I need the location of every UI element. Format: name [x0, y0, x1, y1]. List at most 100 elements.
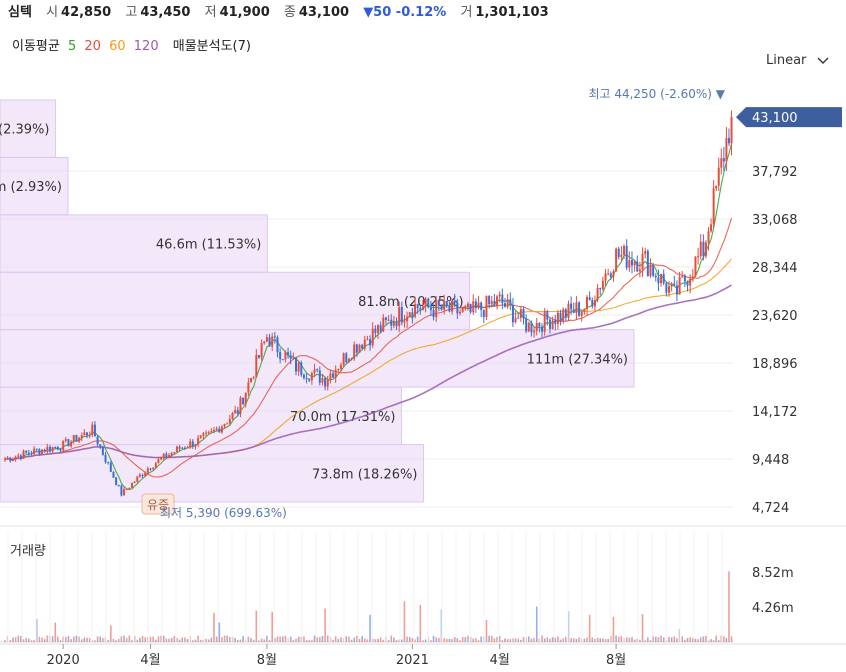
indicator-legend[interactable]: 이동평균 5 20 60 120 매물분석도(7)	[12, 35, 255, 54]
volume-bar	[324, 608, 326, 642]
candle-body	[255, 355, 258, 378]
candle-body	[345, 353, 348, 363]
volume-bar	[610, 636, 612, 642]
volume-bar	[438, 637, 440, 642]
candle-body	[342, 353, 345, 366]
volume-bar	[692, 638, 694, 642]
volume-bar	[641, 614, 644, 642]
candle-body	[419, 308, 422, 310]
volume-bar	[133, 635, 136, 642]
volume-bar	[393, 637, 395, 642]
volume-bar	[506, 639, 509, 642]
candle-body	[474, 301, 477, 308]
candle-body	[279, 352, 282, 360]
volume-bar	[541, 635, 543, 642]
volume-bar	[469, 636, 472, 642]
candle-body	[62, 440, 65, 451]
volume-bar	[419, 605, 422, 642]
volume-bar	[115, 640, 117, 642]
volume-bar	[144, 637, 147, 642]
candle-body	[189, 441, 192, 448]
volume-bar	[358, 638, 361, 642]
volume-bar	[461, 636, 464, 642]
volume-bar	[612, 616, 615, 642]
candle-body	[379, 325, 382, 332]
candle-body	[93, 424, 96, 437]
candle-body	[660, 273, 663, 284]
candle-body	[369, 339, 372, 346]
volume-bar	[416, 636, 419, 642]
volume-bar	[168, 638, 170, 642]
volume-bar	[588, 614, 591, 642]
volume-bar	[530, 638, 533, 642]
current-price-label: 43,100	[752, 111, 798, 126]
volume-bar	[9, 639, 12, 642]
volume-profile-label: 11.8m (2.93%)	[0, 180, 62, 195]
volume-bar	[308, 639, 311, 642]
candle-body	[551, 320, 554, 329]
candle-body	[6, 457, 9, 460]
candle-body	[168, 455, 171, 458]
volume-bar	[697, 639, 699, 642]
change-value: ▼50 -0.12%	[363, 5, 447, 20]
volume-bar	[670, 637, 673, 642]
volume-bar	[316, 637, 318, 642]
volume-bar	[401, 639, 403, 642]
volume-bar	[464, 637, 467, 642]
volume-bar	[313, 635, 316, 642]
volume-bar	[456, 638, 459, 642]
volume-bar	[501, 640, 504, 642]
scale-dropdown[interactable]: Linear	[766, 53, 829, 68]
volume-bar	[33, 640, 35, 642]
candle-body	[22, 450, 25, 459]
volume-bar	[673, 636, 676, 642]
candle-body	[628, 260, 631, 268]
volume-bar	[599, 638, 602, 642]
candle-body	[496, 296, 499, 306]
volume-bar	[628, 637, 631, 642]
candle-body	[11, 459, 14, 461]
candle-body	[429, 307, 432, 311]
volume-profile-label: 81.8m (20.25%)	[358, 295, 463, 310]
volume-profile-label[interactable]: 매물분석도(7)	[172, 39, 251, 54]
volume-bar	[459, 640, 461, 642]
volume-bar	[157, 636, 160, 642]
candle-body	[205, 432, 208, 434]
volume-bar	[260, 638, 263, 642]
volume-bar	[707, 640, 710, 642]
price-tick-label: 37,792	[752, 165, 798, 180]
candle-body	[554, 320, 557, 324]
volume-bar	[247, 636, 250, 642]
volume-bar	[284, 635, 287, 642]
volume-bar	[620, 636, 623, 642]
candle-body	[459, 311, 462, 314]
volume-bar	[51, 636, 54, 642]
volume-bar	[488, 635, 490, 642]
candle-body	[265, 337, 268, 342]
candle-body	[281, 359, 284, 361]
candle-body	[363, 339, 366, 349]
volume-bar	[538, 638, 541, 642]
ma-120-line	[4, 284, 732, 461]
candle-body	[485, 295, 488, 318]
candle-body	[445, 300, 448, 307]
candle-body	[191, 441, 194, 447]
volume-bar	[30, 640, 33, 642]
candle-body	[607, 273, 610, 275]
volume-bar	[199, 639, 202, 642]
volume-bar	[35, 619, 38, 642]
candle-body	[236, 409, 239, 414]
volume-bar	[337, 638, 340, 642]
candle-body	[377, 325, 380, 333]
volume-bar	[237, 639, 239, 642]
volume-bar	[274, 637, 276, 642]
volume-bar	[443, 638, 445, 642]
candle-body	[612, 271, 615, 277]
low-label: 저	[204, 5, 217, 20]
volume-bar	[125, 637, 128, 642]
moving-average-label[interactable]: 이동평균	[12, 39, 60, 54]
candle-body	[287, 352, 290, 356]
candle-body	[250, 377, 253, 383]
volume-bar	[14, 637, 17, 642]
